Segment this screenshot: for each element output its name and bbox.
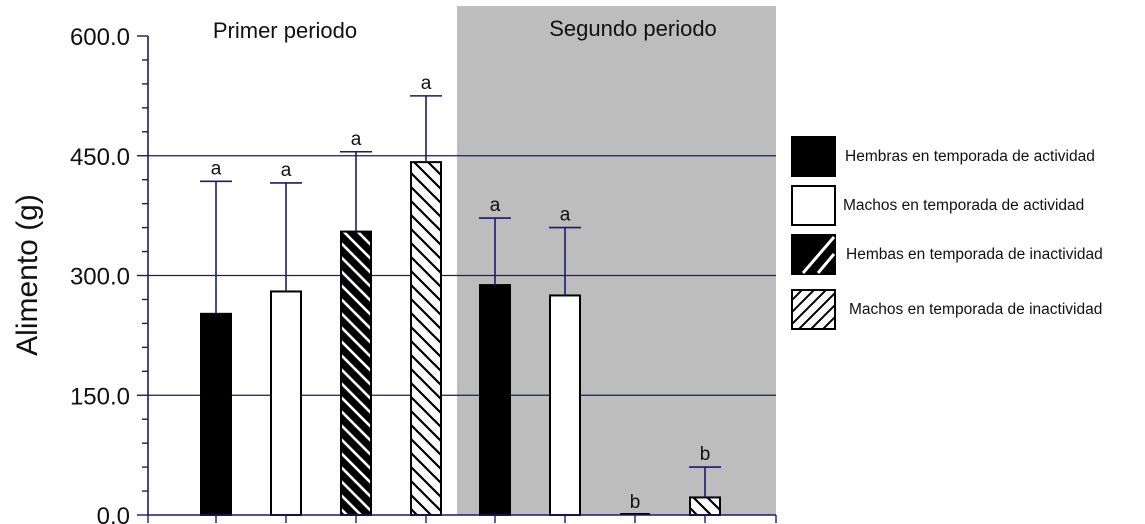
y-tick-label: 300.0 [70, 264, 130, 291]
gridlines [148, 155, 776, 396]
bar [270, 290, 302, 517]
significance-letter: a [351, 129, 362, 150]
significance-letter: a [211, 158, 222, 179]
bars: a a a a a a b b [200, 73, 721, 517]
period-label-second: Segundo periodo [549, 16, 717, 41]
axes: 0.0 150.0 300.0 450.0 600.0 [70, 24, 777, 524]
bar [479, 284, 511, 516]
period-label-first: Primer periodo [213, 18, 357, 43]
y-tick-label: 600.0 [70, 24, 130, 51]
bar [200, 312, 232, 516]
legend-label: Hembas en temporada de inactividad [846, 246, 1103, 263]
legend-label: Machos en temporada de inactividad [849, 301, 1102, 318]
significance-letter: b [700, 444, 711, 465]
legend-swatch [791, 234, 836, 275]
significance-letter: a [281, 160, 292, 181]
bar [410, 161, 442, 517]
legend-swatch [791, 185, 836, 226]
y-tick-label: 150.0 [70, 383, 130, 410]
significance-letter: a [560, 205, 571, 226]
significance-letter: b [630, 492, 641, 513]
y-tick-label: 450.0 [70, 144, 130, 171]
significance-letter: a [421, 73, 432, 94]
bar [549, 294, 581, 517]
bar [340, 230, 372, 516]
y-tick-label: 0.0 [97, 503, 130, 524]
bar [689, 496, 721, 517]
legend-label: Machos en temporada de actividad [843, 197, 1084, 214]
y-axis-label: Alimento (g) [11, 194, 44, 356]
legend-label: Hembras en temporada de actividad [845, 148, 1095, 165]
legend-swatch [791, 136, 836, 177]
significance-letter: a [490, 195, 501, 216]
legend-swatch-hatch [801, 236, 836, 274]
legend-swatch [791, 289, 836, 330]
legend: Hembras en temporada de actividad Machos … [791, 136, 1103, 330]
